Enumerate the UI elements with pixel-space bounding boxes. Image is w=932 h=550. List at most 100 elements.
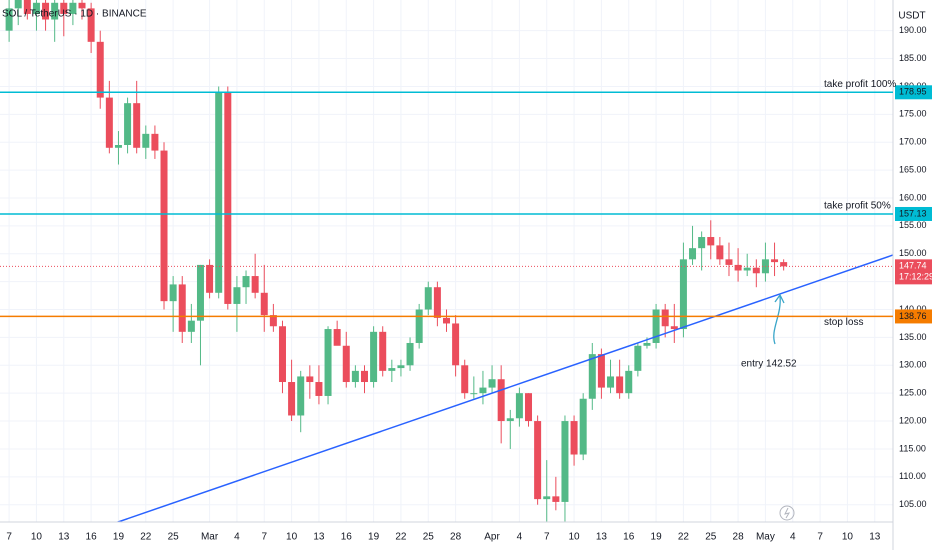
x-tick-label: 10 bbox=[569, 532, 581, 543]
x-tick-label: 13 bbox=[58, 532, 70, 543]
candle-body bbox=[260, 292, 268, 316]
candle-body bbox=[461, 365, 469, 394]
x-tick-label: 22 bbox=[678, 532, 690, 543]
candle-body bbox=[607, 376, 615, 388]
candle-body bbox=[597, 354, 605, 388]
x-tick-label: 4 bbox=[234, 532, 240, 543]
x-tick-label: 22 bbox=[395, 532, 407, 543]
y-tick-label: 125.00 bbox=[899, 388, 927, 398]
candle-body bbox=[534, 421, 542, 500]
candle-body bbox=[370, 331, 378, 383]
candle-body bbox=[51, 2, 59, 20]
candle-body bbox=[752, 267, 760, 274]
level-price: 157.13 bbox=[899, 208, 927, 218]
candle-body bbox=[588, 354, 596, 399]
x-tick-label: 13 bbox=[869, 532, 881, 543]
candle-body bbox=[634, 345, 642, 371]
candle-body bbox=[443, 317, 450, 324]
trendline bbox=[115, 254, 893, 522]
candle-body bbox=[734, 264, 742, 271]
level-price-box bbox=[895, 85, 932, 100]
candle-body bbox=[561, 421, 569, 502]
level-name: stop loss bbox=[824, 317, 863, 328]
x-tick-label: 22 bbox=[140, 532, 152, 543]
candle-body bbox=[415, 309, 423, 343]
candle-body bbox=[552, 496, 560, 502]
x-tick-label: 25 bbox=[168, 532, 180, 543]
candle-body bbox=[379, 331, 387, 371]
currency: USDT bbox=[898, 11, 925, 22]
candle-body bbox=[196, 264, 204, 321]
x-tick-label: Apr bbox=[484, 532, 500, 543]
candle-body bbox=[661, 309, 669, 327]
candle-body bbox=[160, 150, 168, 302]
y-tick-label: 135.00 bbox=[899, 332, 927, 342]
candle-body bbox=[643, 342, 651, 346]
y-tick-label: 120.00 bbox=[899, 415, 927, 425]
y-tick-label: 140.00 bbox=[899, 304, 927, 314]
candle-body bbox=[32, 2, 40, 14]
x-tick-label: 10 bbox=[286, 532, 298, 543]
candle-body bbox=[324, 329, 332, 396]
level-name: take profit 50% bbox=[824, 201, 891, 212]
candle-body bbox=[23, 0, 31, 14]
candle-body bbox=[388, 368, 396, 371]
x-tick-label: 16 bbox=[86, 532, 98, 543]
candle-body bbox=[14, 0, 22, 9]
candle-body bbox=[251, 276, 259, 293]
x-tick-label: 25 bbox=[705, 532, 717, 543]
level-price-box bbox=[895, 309, 932, 324]
candle-body bbox=[525, 393, 533, 422]
candle-body bbox=[579, 398, 587, 455]
candle-body bbox=[679, 259, 687, 330]
x-tick-label: 7 bbox=[544, 532, 550, 543]
candle-body bbox=[233, 287, 241, 304]
candle-body bbox=[133, 103, 141, 148]
icon bbox=[784, 507, 791, 519]
y-tick-label: 150.00 bbox=[899, 248, 927, 258]
candle-body bbox=[424, 287, 432, 310]
x-tick-label: 16 bbox=[623, 532, 635, 543]
candle-body bbox=[725, 259, 733, 265]
candle-body bbox=[42, 2, 50, 20]
x-tick-label: 16 bbox=[341, 532, 353, 543]
candle-body bbox=[506, 418, 514, 422]
y-tick-label: 190.00 bbox=[899, 25, 927, 35]
candle-body bbox=[169, 284, 177, 302]
icon bbox=[779, 505, 795, 521]
x-tick-label: 25 bbox=[423, 532, 435, 543]
x-tick-label: 13 bbox=[596, 532, 608, 543]
candle-body bbox=[124, 103, 132, 145]
y-tick-label: 175.00 bbox=[899, 109, 927, 119]
axes: 7 10 13 16 19 22 25 Mar 4 7 10 13 16 19 22 25 28 Apr 4 7 10 1… bbox=[6, 25, 932, 543]
candle-body bbox=[543, 496, 551, 500]
annotation: entry 142.52 bbox=[741, 359, 797, 370]
candle-body bbox=[406, 342, 414, 366]
candle-body bbox=[670, 326, 678, 330]
candle-body bbox=[315, 382, 323, 396]
candle-body bbox=[360, 370, 368, 383]
candle-body bbox=[278, 326, 286, 383]
x-tick-label: 28 bbox=[733, 532, 745, 543]
x-tick-label: 10 bbox=[31, 532, 43, 543]
level-name: take profit 100% bbox=[824, 79, 896, 90]
candle-body bbox=[187, 320, 195, 332]
x-tick-label: 28 bbox=[450, 532, 462, 543]
candle-body bbox=[342, 345, 350, 383]
candle-body bbox=[780, 262, 788, 267]
candles bbox=[0, 0, 893, 522]
candle-body bbox=[570, 421, 578, 455]
x-tick-label: 13 bbox=[313, 532, 325, 543]
candle-body bbox=[151, 133, 159, 151]
candle-body bbox=[652, 309, 660, 343]
grid bbox=[0, 0, 893, 522]
candle-body bbox=[114, 145, 122, 148]
x-tick-label: Mar bbox=[201, 532, 219, 543]
x-tick-label: 19 bbox=[651, 532, 663, 543]
candle-body bbox=[515, 393, 523, 419]
y-tick-label: 130.00 bbox=[899, 360, 927, 370]
y-tick-label: 170.00 bbox=[899, 137, 927, 147]
candle-body bbox=[242, 276, 250, 288]
arrow bbox=[773, 293, 785, 345]
x-tick-label: 7 bbox=[6, 532, 12, 543]
